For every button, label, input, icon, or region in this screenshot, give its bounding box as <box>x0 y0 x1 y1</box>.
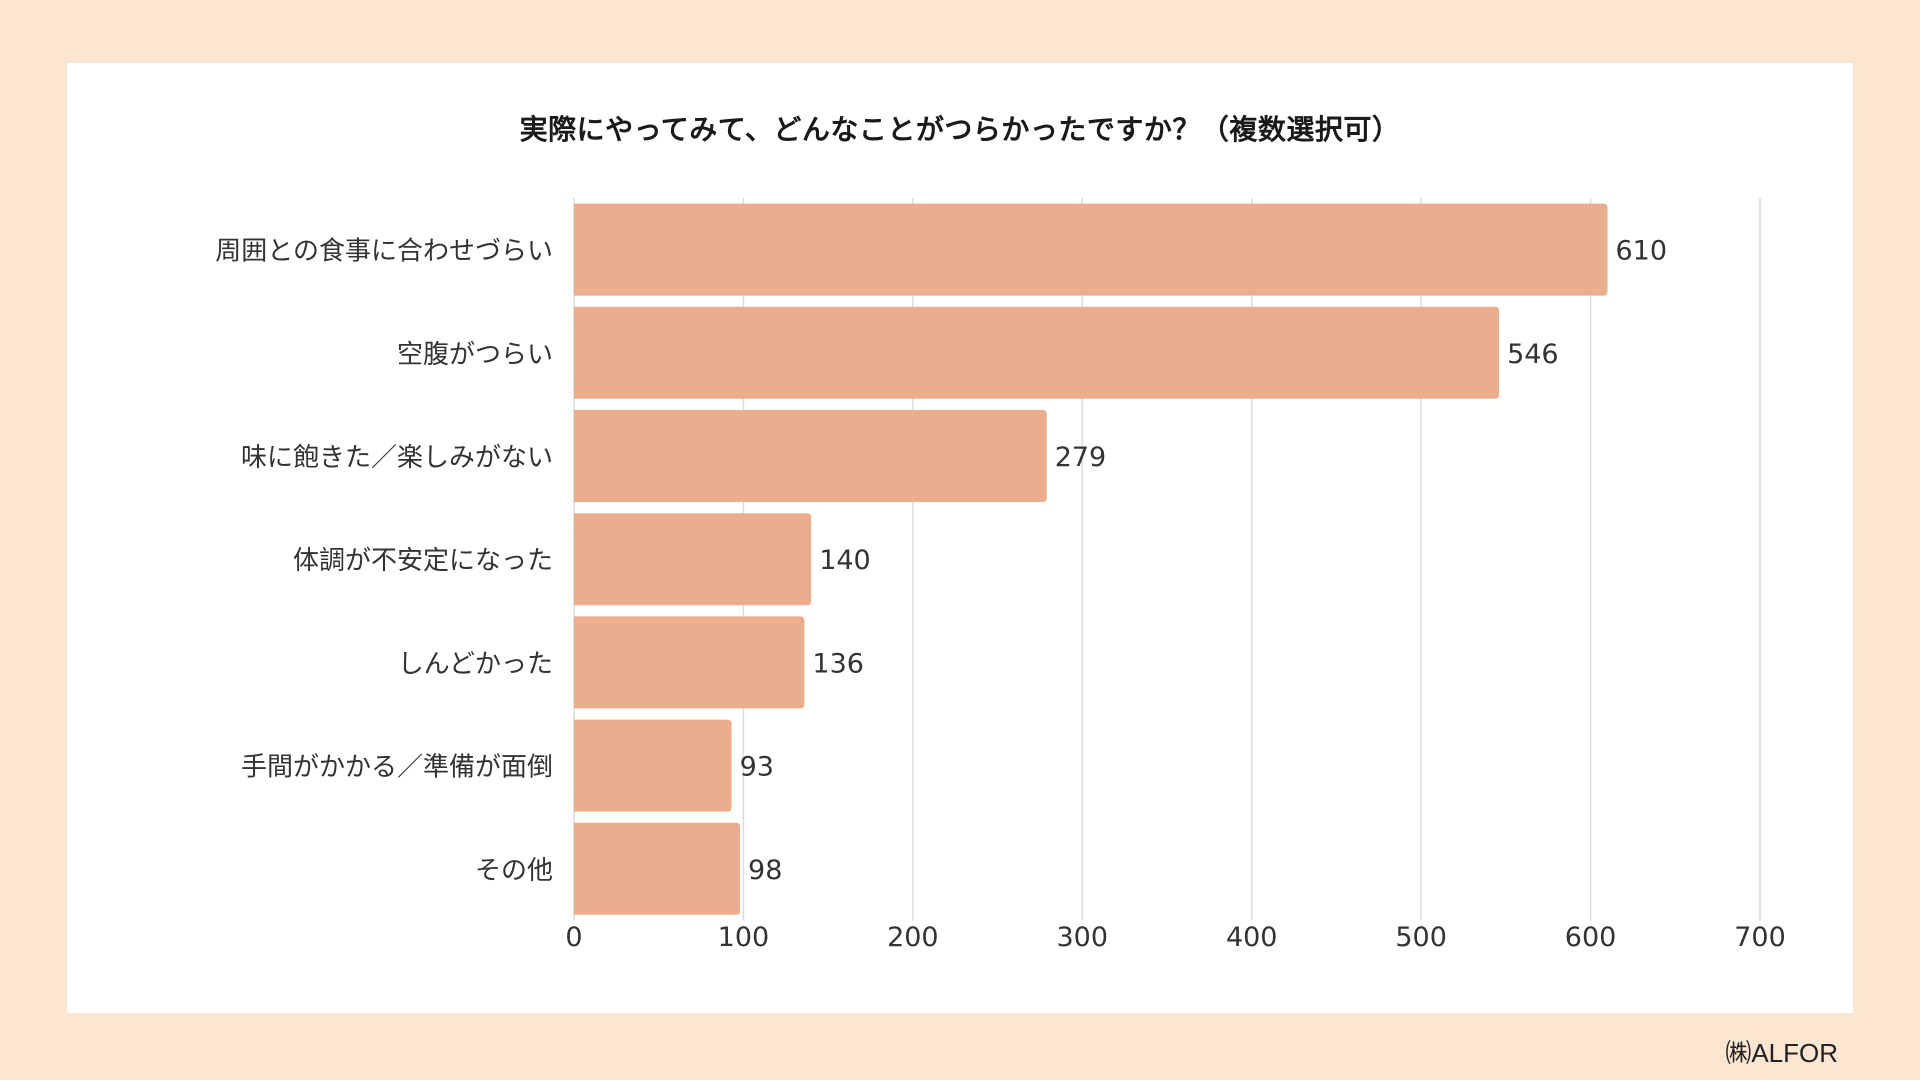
value-labels: 610 546 279 140 136 93 98 <box>740 236 1667 886</box>
category-label: 空腹がつらい <box>397 340 553 370</box>
value-label: 140 <box>819 545 871 576</box>
x-tick-label: 0 <box>565 922 582 953</box>
x-tick-label: 500 <box>1395 922 1447 953</box>
bar <box>574 203 1608 296</box>
bar <box>574 822 741 915</box>
category-label: しんどかった <box>398 649 553 679</box>
x-tick-label: 600 <box>1565 922 1617 953</box>
bar <box>574 513 812 606</box>
category-label: 手間がかかる／準備が面倒 <box>241 753 553 783</box>
x-tick-label: 200 <box>887 922 939 953</box>
value-label: 546 <box>1507 339 1559 370</box>
value-label: 136 <box>812 648 864 679</box>
x-tick-label: 400 <box>1226 922 1278 953</box>
bar <box>574 616 805 709</box>
category-label: その他 <box>475 856 553 886</box>
category-label: 味に飽きた／楽しみがない <box>241 443 553 473</box>
bar <box>574 719 732 812</box>
bars <box>574 203 1608 915</box>
x-tick-label: 300 <box>1057 922 1109 953</box>
x-tick-label: 100 <box>718 922 770 953</box>
value-label: 98 <box>748 855 782 886</box>
bar <box>574 306 1500 399</box>
category-label: 体調が不安定になった <box>293 546 553 576</box>
company-credit: ㈱ALFOR <box>1725 1038 1838 1068</box>
category-label: 周囲との食事に合わせづらい <box>215 237 553 267</box>
x-axis-ticks: 0 100 200 300 400 500 600 700 <box>565 922 1785 953</box>
category-labels: 周囲との食事に合わせづらい空腹がつらい味に飽きた／楽しみがない体調が不安定になっ… <box>215 237 553 886</box>
value-label: 610 <box>1616 236 1668 267</box>
value-label: 93 <box>740 752 774 783</box>
value-label: 279 <box>1055 442 1107 473</box>
chart-title: 実際にやってみて、どんなことがつらかったですか？（複数選択可） <box>519 113 1401 146</box>
x-tick-label: 700 <box>1734 922 1786 953</box>
bar <box>574 410 1047 502</box>
